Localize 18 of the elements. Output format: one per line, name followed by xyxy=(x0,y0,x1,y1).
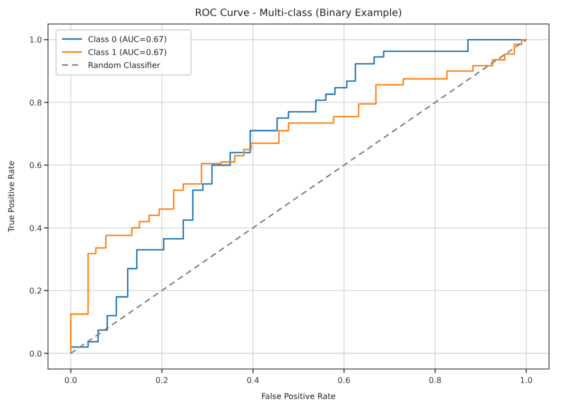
x-tick-label: 0.8 xyxy=(428,376,442,385)
legend-label: Class 0 (AUC=0.67) xyxy=(88,35,167,44)
y-axis-title: True Positive Rate xyxy=(7,160,16,234)
y-tick-label: 0.6 xyxy=(29,161,42,170)
y-tick-label: 0.0 xyxy=(29,349,42,358)
x-axis-title: False Positive Rate xyxy=(261,392,336,401)
legend-label: Class 1 (AUC=0.67) xyxy=(88,48,167,57)
x-tick-label: 0.0 xyxy=(64,376,78,385)
y-tick-label: 0.8 xyxy=(29,98,42,108)
x-tick-label: 0.4 xyxy=(246,376,260,385)
x-tick-label: 0.6 xyxy=(338,376,350,385)
y-tick-label: 1.0 xyxy=(29,36,42,45)
x-tick-label: 0.2 xyxy=(155,376,168,385)
y-tick-label: 0.4 xyxy=(29,224,42,233)
x-tick-label: 1.0 xyxy=(520,376,533,385)
y-tick-label: 0.2 xyxy=(29,286,42,296)
legend-label: Random Classifier xyxy=(88,61,161,70)
chart-title: ROC Curve - Multi-class (Binary Example) xyxy=(194,8,402,19)
